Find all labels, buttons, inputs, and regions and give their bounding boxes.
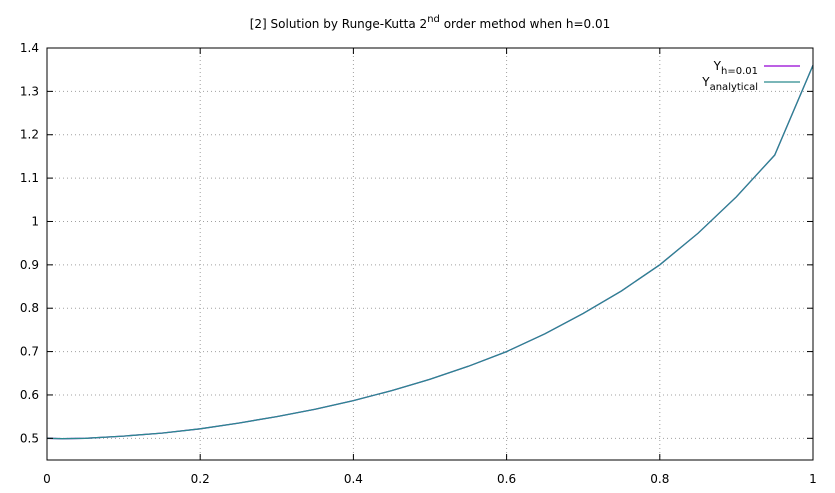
y-tick-label: 0.6 [20,388,39,402]
title-superscript: nd [427,14,440,25]
x-tick-label: 0.4 [344,472,363,486]
y-tick-label: 0.5 [20,431,39,445]
y-tick-label: 1.2 [20,128,39,142]
x-tick-label: 0 [43,472,51,486]
y-tick-label: 1.3 [20,84,39,98]
legend-label-0: Yh=0.01 [713,59,758,77]
y-tick-label: 1.1 [20,171,39,185]
y-tick-label: 0.9 [20,258,39,272]
y-tick-labels: 0.5 0.6 0.7 0.8 0.9 1 1.1 1.2 1.3 1.4 [20,41,39,445]
series-line-0 [46,65,814,440]
y-tick-label: 1 [31,214,39,228]
grid [47,48,813,460]
series-layer [46,65,814,440]
title-prefix: [2] Solution by Runge-Kutta 2 [250,17,427,31]
x-tick-label: 0.8 [650,472,669,486]
legend-subscript: h=0.01 [721,66,758,77]
chart-title: [2] Solution by Runge-Kutta 2nd order me… [250,14,611,31]
y-tick-label: 0.7 [20,345,39,359]
x-tick-labels: 0 0.2 0.4 0.6 0.8 1 [43,472,817,486]
legend-subscript: analytical [710,82,758,93]
ticks [46,47,814,460]
legend-symbol: Y [713,59,722,73]
x-tick-label: 0.2 [191,472,210,486]
plot-frame [46,47,814,461]
y-tick-label: 1.4 [20,41,39,55]
legend-label-1: Yanalytical [701,75,758,93]
x-tick-label: 0.6 [497,472,516,486]
legend-symbol: Y [701,75,710,89]
x-tick-label: 1 [809,472,817,486]
title-suffix: order method when h=0.01 [440,17,610,31]
y-tick-label: 0.8 [20,301,39,315]
series-line-1 [46,65,814,440]
